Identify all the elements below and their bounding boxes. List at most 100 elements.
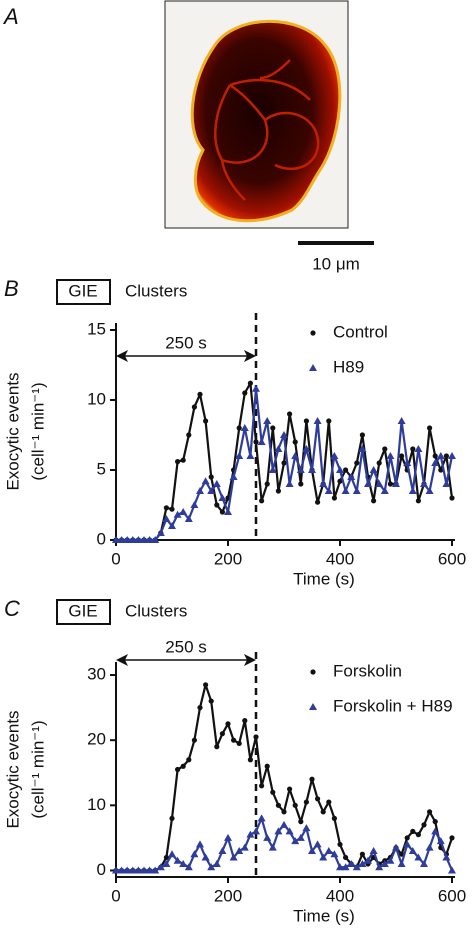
dot-marker xyxy=(180,457,186,463)
triangle-marker xyxy=(156,529,165,536)
triangle-marker xyxy=(364,480,372,487)
dot-marker xyxy=(359,432,365,438)
y-axis-label: (cell⁻¹ min⁻¹) xyxy=(28,382,47,480)
triangle-marker xyxy=(229,473,238,480)
y-axis-label: Exocytic events xyxy=(3,710,22,828)
triangle-marker xyxy=(313,417,322,424)
dot-marker xyxy=(421,822,427,828)
dot-marker xyxy=(197,705,203,711)
dot-marker xyxy=(253,439,259,445)
dot-marker xyxy=(443,453,449,459)
triangle-marker xyxy=(319,853,328,861)
dot-marker xyxy=(326,799,332,805)
dot-marker xyxy=(432,819,438,825)
triangle-marker xyxy=(386,452,395,459)
triangle-marker xyxy=(358,445,367,452)
dot-marker xyxy=(275,488,281,494)
dot-marker xyxy=(310,669,316,675)
triangle-marker xyxy=(296,833,305,841)
triangle-marker xyxy=(117,536,126,543)
triangle-marker xyxy=(392,843,400,851)
x-axis-label: Time (s) xyxy=(293,569,355,588)
triangle-marker xyxy=(380,487,389,494)
triangle-marker xyxy=(179,508,188,515)
triangle-marker xyxy=(162,515,171,522)
dot-marker xyxy=(315,796,321,802)
dot-marker xyxy=(387,481,393,487)
y-tick-label: 20 xyxy=(87,730,106,749)
dot-marker xyxy=(253,734,259,740)
dot-marker xyxy=(432,453,438,459)
legend-label: Forskolin xyxy=(333,661,402,680)
triangle-marker xyxy=(240,424,249,431)
triangle-marker xyxy=(224,833,232,841)
triangle-marker xyxy=(352,487,361,494)
dot-marker xyxy=(214,502,220,508)
triangle-marker xyxy=(408,487,417,494)
dot-marker xyxy=(175,766,181,773)
triangle-marker xyxy=(309,703,317,710)
dot-marker xyxy=(236,740,242,747)
triangle-marker xyxy=(145,536,154,543)
triangle-marker xyxy=(201,853,210,861)
panel-label: A xyxy=(2,4,19,29)
dot-marker xyxy=(326,418,332,424)
triangle-marker xyxy=(397,417,406,424)
dot-marker xyxy=(331,815,337,821)
triangle-marker xyxy=(168,850,176,858)
triangle-marker xyxy=(302,824,311,832)
triangle-marker xyxy=(324,846,333,854)
dot-marker xyxy=(247,757,253,763)
triangle-marker xyxy=(369,466,378,473)
triangle-marker xyxy=(156,863,165,871)
dot-marker xyxy=(354,460,360,466)
x-tick-label: 200 xyxy=(214,886,242,905)
dot-marker xyxy=(382,446,388,452)
triangle-marker xyxy=(330,850,339,858)
dot-marker xyxy=(292,802,298,808)
triangle-marker xyxy=(364,856,372,864)
dot-marker xyxy=(371,498,377,504)
arrow-head xyxy=(116,654,128,666)
dot-marker xyxy=(208,698,214,704)
triangle-marker xyxy=(162,859,171,867)
panel-label: C xyxy=(4,596,20,621)
triangle-marker xyxy=(246,830,255,838)
dot-marker xyxy=(259,498,265,504)
dot-marker xyxy=(415,832,421,838)
dot-marker xyxy=(203,418,209,424)
triangle-marker xyxy=(280,431,288,438)
triangle-marker xyxy=(442,480,451,487)
x-tick-label: 200 xyxy=(214,549,242,568)
triangle-marker xyxy=(341,487,350,494)
triangle-marker xyxy=(425,487,434,494)
dot-marker xyxy=(281,460,287,466)
dot-marker xyxy=(359,851,365,857)
micrograph xyxy=(164,0,349,229)
dot-marker xyxy=(410,828,416,834)
arrow-head xyxy=(244,654,256,666)
triangle-marker xyxy=(392,480,400,487)
dot-marker xyxy=(169,815,175,821)
panel-label: B xyxy=(4,276,19,301)
triangle-marker xyxy=(274,827,283,835)
dot-marker xyxy=(191,404,197,410)
dot-marker xyxy=(320,809,326,815)
dot-marker xyxy=(343,467,349,473)
triangle-marker xyxy=(190,850,199,858)
dot-marker xyxy=(259,783,265,789)
triangle-marker xyxy=(436,837,445,845)
triangle-marker xyxy=(347,473,356,480)
dot-marker xyxy=(197,391,203,397)
triangle-marker xyxy=(425,843,434,851)
dot-marker xyxy=(298,819,304,825)
triangle-marker xyxy=(212,480,221,487)
triangle-marker xyxy=(319,480,328,487)
triangle-marker xyxy=(112,866,120,874)
triangle-marker xyxy=(184,863,193,871)
triangle-marker xyxy=(235,452,244,459)
dot-marker xyxy=(410,446,416,452)
triangle-marker xyxy=(128,536,137,543)
triangle-marker xyxy=(207,863,216,871)
